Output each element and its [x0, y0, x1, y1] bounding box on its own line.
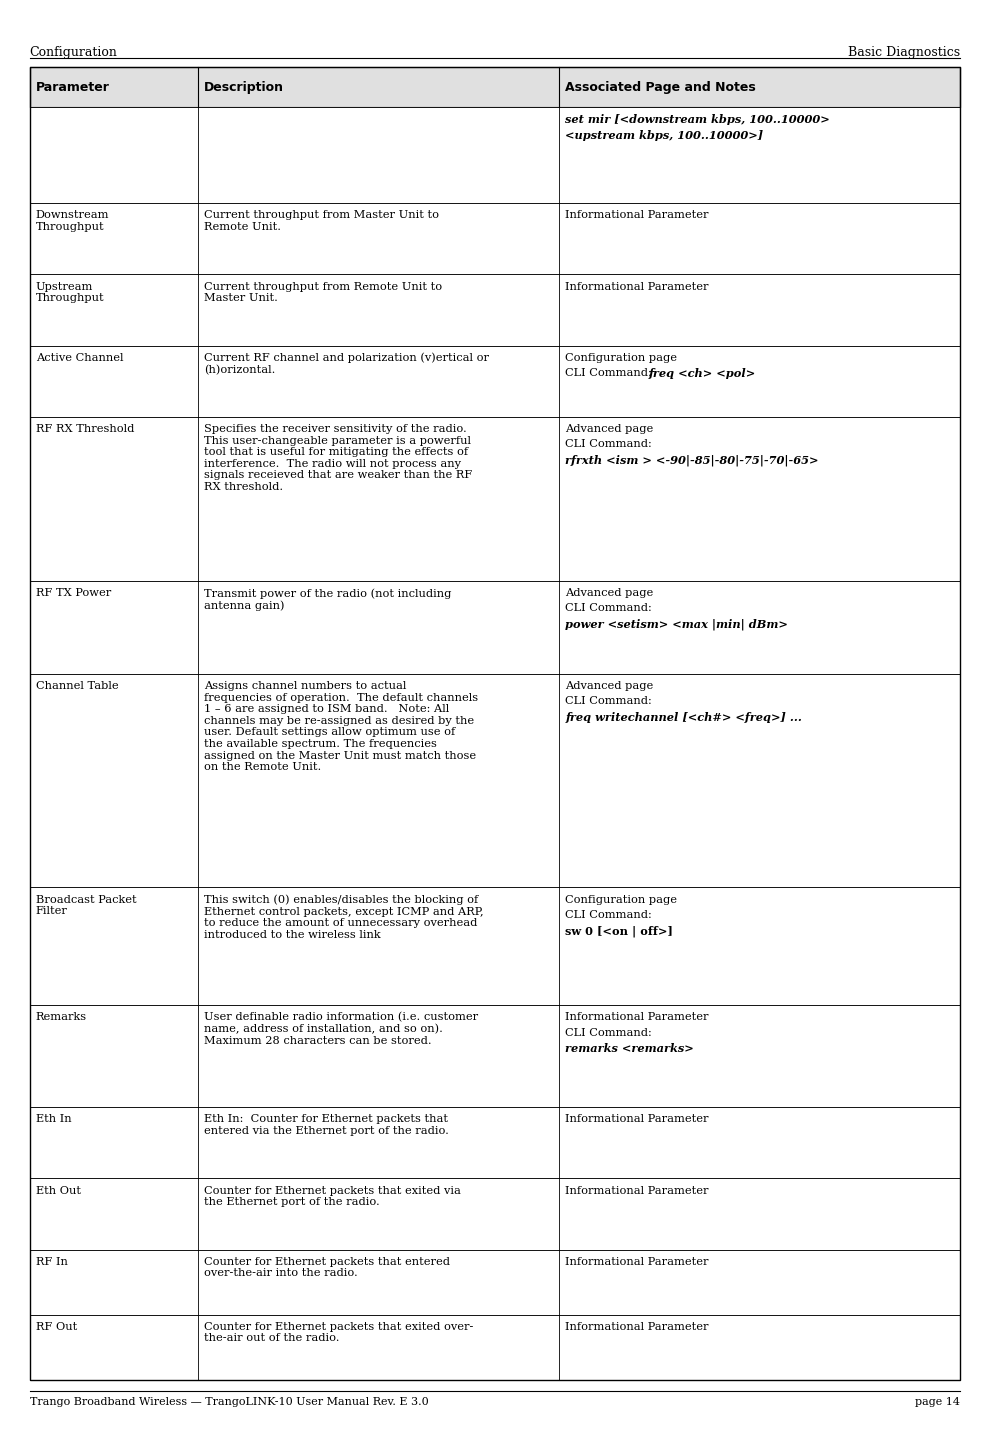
Text: CLI Command:: CLI Command:: [565, 439, 652, 449]
Text: Informational Parameter: Informational Parameter: [565, 1322, 709, 1332]
Text: Advanced page: Advanced page: [565, 423, 653, 433]
Text: set mir [<downstream kbps, 100..10000>: set mir [<downstream kbps, 100..10000>: [565, 115, 830, 125]
Bar: [30, 416, 960, 580]
Text: Current throughput from Remote Unit to
Master Unit.: Current throughput from Remote Unit to M…: [204, 282, 443, 304]
Text: Counter for Ethernet packets that entered
over-the-air into the radio.: Counter for Ethernet packets that entere…: [204, 1257, 449, 1279]
Text: Informational Parameter: Informational Parameter: [565, 210, 709, 220]
Text: Configuration page: Configuration page: [565, 894, 677, 904]
Text: Current throughput from Master Unit to
Remote Unit.: Current throughput from Master Unit to R…: [204, 210, 439, 232]
Text: Counter for Ethernet packets that exited via
the Ethernet port of the radio.: Counter for Ethernet packets that exited…: [204, 1185, 460, 1207]
Text: power <setism> <max |min| dBm>: power <setism> <max |min| dBm>: [565, 619, 788, 631]
Text: Eth Out: Eth Out: [36, 1185, 80, 1195]
Bar: [30, 107, 960, 203]
Text: CLI Command:: CLI Command:: [565, 1028, 652, 1038]
Text: page 14: page 14: [916, 1397, 960, 1407]
Text: sw 0 [<on | off>]: sw 0 [<on | off>]: [565, 926, 673, 937]
Bar: [30, 1107, 960, 1178]
Text: CLI Command:: CLI Command:: [565, 910, 652, 920]
Text: Informational Parameter: Informational Parameter: [565, 1012, 709, 1022]
Text: This switch (0) enables/disables the blocking of
Ethernet control packets, excep: This switch (0) enables/disables the blo…: [204, 894, 483, 940]
Text: Advanced page: Advanced page: [565, 588, 653, 598]
Text: CLI Command:: CLI Command:: [565, 697, 652, 707]
Bar: [30, 1250, 960, 1315]
Bar: [30, 1315, 960, 1380]
Text: CLI Command:: CLI Command:: [565, 603, 652, 613]
Bar: [30, 674, 960, 887]
Text: freq <ch> <pol>: freq <ch> <pol>: [648, 369, 755, 379]
Text: Informational Parameter: Informational Parameter: [565, 1257, 709, 1267]
Text: Remarks: Remarks: [36, 1012, 87, 1022]
Text: Downstream
Throughput: Downstream Throughput: [36, 210, 109, 232]
Text: Informational Parameter: Informational Parameter: [565, 282, 709, 292]
Text: Upstream
Throughput: Upstream Throughput: [36, 282, 104, 304]
Text: Transmit power of the radio (not including
antenna gain): Transmit power of the radio (not includi…: [204, 588, 451, 611]
Text: Eth In: Eth In: [36, 1115, 71, 1125]
Text: Configuration: Configuration: [30, 46, 118, 59]
Text: <upstream kbps, 100..10000>]: <upstream kbps, 100..10000>]: [565, 130, 763, 141]
Bar: [30, 887, 960, 1005]
Text: RF Out: RF Out: [36, 1322, 77, 1332]
Bar: [30, 580, 960, 674]
Text: Trango Broadband Wireless — TrangoLINK-10 User Manual Rev. E 3.0: Trango Broadband Wireless — TrangoLINK-1…: [30, 1397, 429, 1407]
Text: CLI Command:: CLI Command:: [565, 369, 659, 379]
Text: Description: Description: [204, 81, 284, 94]
Text: rfrxth <ism > <-90|-85|-80|-75|-70|-65>: rfrxth <ism > <-90|-85|-80|-75|-70|-65>: [565, 455, 819, 467]
Text: RF In: RF In: [36, 1257, 67, 1267]
Text: Advanced page: Advanced page: [565, 681, 653, 691]
Text: freq writechannel [<ch#> <freq>] ...: freq writechannel [<ch#> <freq>] ...: [565, 711, 802, 723]
Bar: [30, 346, 960, 416]
Text: Specifies the receiver sensitivity of the radio.
This user-changeable parameter : Specifies the receiver sensitivity of th…: [204, 423, 472, 492]
Text: Basic Diagnostics: Basic Diagnostics: [848, 46, 960, 59]
Bar: [30, 1178, 960, 1250]
Text: Assigns channel numbers to actual
frequencies of operation.  The default channel: Assigns channel numbers to actual freque…: [204, 681, 478, 772]
Text: User definable radio information (i.e. customer
name, address of installation, a: User definable radio information (i.e. c…: [204, 1012, 478, 1045]
Text: Eth In:  Counter for Ethernet packets that
entered via the Ethernet port of the : Eth In: Counter for Ethernet packets tha…: [204, 1115, 448, 1136]
Text: Informational Parameter: Informational Parameter: [565, 1185, 709, 1195]
Bar: [30, 1005, 960, 1107]
Text: Informational Parameter: Informational Parameter: [565, 1115, 709, 1125]
Text: RF RX Threshold: RF RX Threshold: [36, 423, 134, 433]
Text: Configuration page: Configuration page: [565, 353, 677, 363]
Text: Current RF channel and polarization (v)ertical or
(h)orizontal.: Current RF channel and polarization (v)e…: [204, 353, 489, 376]
Bar: [30, 275, 960, 346]
Text: Associated Page and Notes: Associated Page and Notes: [565, 81, 756, 94]
Text: Active Channel: Active Channel: [36, 353, 123, 363]
Text: RF TX Power: RF TX Power: [36, 588, 111, 598]
Text: Channel Table: Channel Table: [36, 681, 118, 691]
Bar: [30, 66, 960, 107]
Text: remarks <remarks>: remarks <remarks>: [565, 1043, 694, 1054]
Text: Broadcast Packet
Filter: Broadcast Packet Filter: [36, 894, 137, 916]
Bar: [30, 203, 960, 275]
Text: Counter for Ethernet packets that exited over-
the-air out of the radio.: Counter for Ethernet packets that exited…: [204, 1322, 473, 1344]
Text: Parameter: Parameter: [36, 81, 110, 94]
